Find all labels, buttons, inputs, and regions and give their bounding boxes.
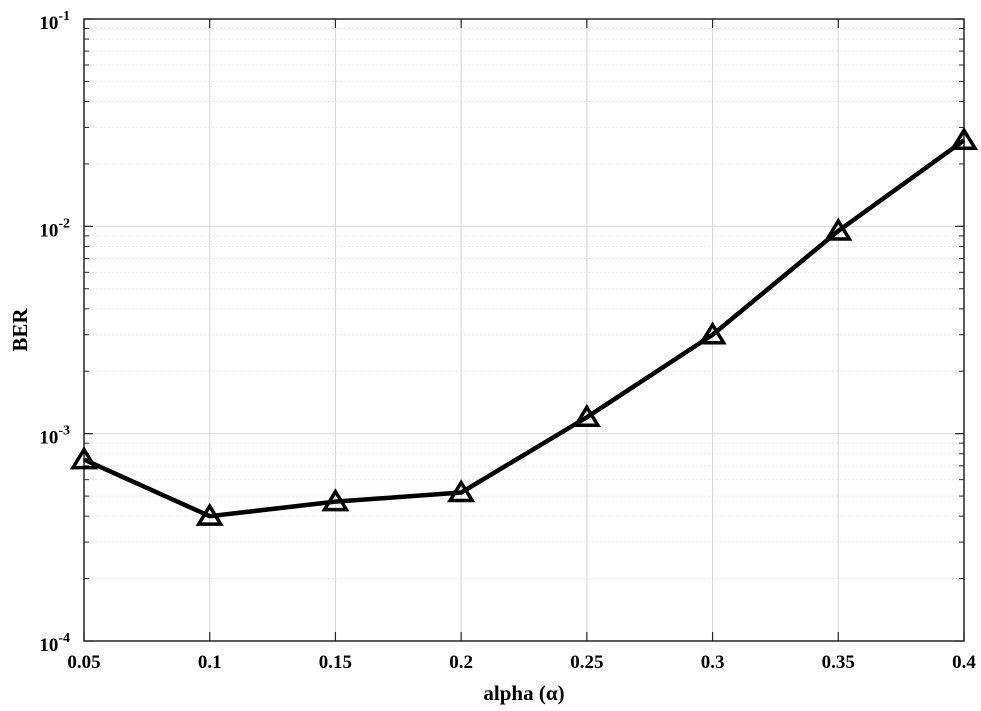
series-line <box>83 138 966 519</box>
plot-background <box>84 19 964 641</box>
x-axis-ticks: 0.05 0.1 0.15 0.2 0.25 0.3 0.35 0.4 <box>67 19 976 673</box>
series-group <box>69 126 979 526</box>
x-tick-label: 0.35 <box>822 652 855 673</box>
plot-frame <box>83 18 965 642</box>
data-point-marker <box>824 217 853 241</box>
x-tick-label: 0.3 <box>701 652 725 673</box>
y-tick-label: 10-3 <box>39 424 70 449</box>
data-point-marker <box>572 403 601 427</box>
data-point-marker <box>195 502 224 526</box>
data-point-marker <box>321 488 350 512</box>
x-tick-label: 0.1 <box>198 652 222 673</box>
x-tick-label: 0.15 <box>319 652 352 673</box>
x-axis-label: alpha (α) <box>483 681 564 705</box>
y-tick-label: 10-4 <box>39 631 70 656</box>
x-tick-label: 0.2 <box>449 652 473 673</box>
data-point-marker <box>69 446 99 470</box>
data-point-marker <box>447 479 476 503</box>
minor-grid <box>84 27 964 580</box>
y-axis-label: BER <box>8 308 32 352</box>
y-tick-label: 10-1 <box>39 9 70 34</box>
y-axis-ticks: 10-4 10-3 10-2 10-1 <box>39 9 964 656</box>
x-tick-label: 0.25 <box>570 652 603 673</box>
y-tick-label: 10-2 <box>39 216 70 241</box>
x-tick-label: 0.05 <box>67 652 100 673</box>
data-point-marker <box>698 321 727 345</box>
x-tick-label: 0.4 <box>952 652 976 673</box>
data-point-marker <box>949 126 979 151</box>
